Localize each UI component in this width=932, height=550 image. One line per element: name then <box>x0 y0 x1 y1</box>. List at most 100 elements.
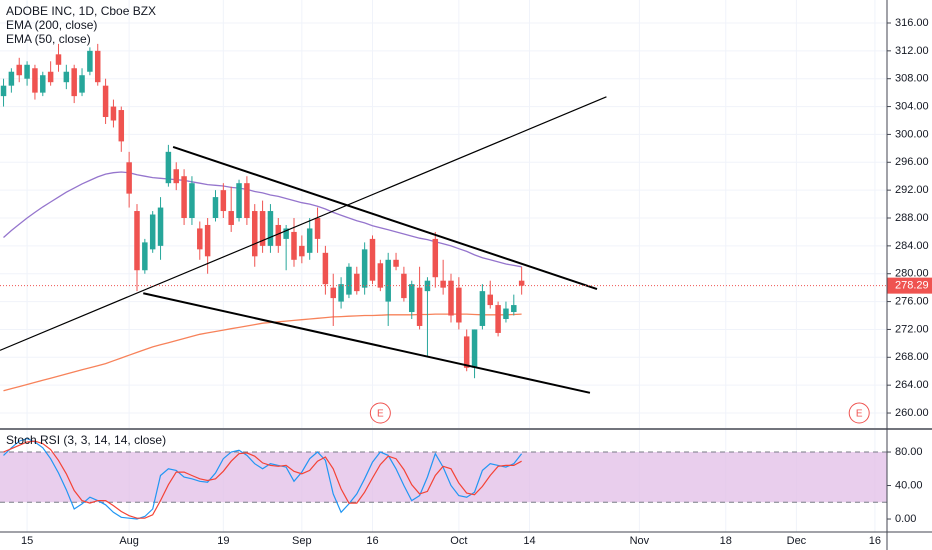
candle-body <box>424 280 431 292</box>
candle-body <box>63 71 70 83</box>
candle-body <box>432 238 439 278</box>
candle-body <box>40 75 46 93</box>
candle-body <box>503 308 509 319</box>
y-tick-label: 0.00 <box>895 513 916 525</box>
candle-body <box>283 228 289 239</box>
last-price-label: 278.29 <box>895 280 929 292</box>
candle-body <box>408 284 415 313</box>
x-tick-label: 19 <box>217 535 229 547</box>
stoch-band <box>0 452 887 503</box>
y-tick-label: 284.00 <box>895 240 929 252</box>
candle-body <box>71 68 77 97</box>
x-tick-label: Dec <box>787 535 807 547</box>
candle-body <box>24 64 30 79</box>
y-tick-label: 280.00 <box>895 268 929 280</box>
candle-body <box>518 280 525 286</box>
y-tick-label: 264.00 <box>895 379 929 391</box>
candle-body <box>149 214 156 250</box>
candle-body <box>55 54 62 65</box>
x-tick-label: Aug <box>119 535 139 547</box>
y-tick-label: 300.00 <box>895 128 929 140</box>
stoch-title: Stoch RSI (3, 3, 14, 14, close) <box>6 433 166 447</box>
candle-body <box>511 305 517 313</box>
candle-body <box>87 50 93 72</box>
candle-body <box>251 211 258 257</box>
candle-body <box>110 106 117 121</box>
candle-body <box>322 252 329 285</box>
event-label: E <box>856 409 863 420</box>
candle-body <box>94 50 101 83</box>
y-tick-label: 272.00 <box>895 323 929 335</box>
trendline <box>143 292 591 394</box>
x-tick-label: Sep <box>292 535 312 547</box>
candle-body <box>354 273 360 292</box>
candle-body <box>416 287 423 326</box>
candle-body <box>448 280 454 316</box>
candle-body <box>181 176 187 219</box>
axes: 15 Aug 19 Sep 16 Oct 14 Nov 18 Dec 16 260.00 264.00 2… <box>21 17 932 547</box>
trendline <box>172 146 598 290</box>
y-tick-label: 80.00 <box>895 446 923 458</box>
candle-body <box>212 197 219 219</box>
candle-body <box>79 75 85 93</box>
y-tick-label: 308.00 <box>895 73 929 85</box>
y-tick-label: 316.00 <box>895 17 929 29</box>
x-tick-label: 16 <box>869 535 881 547</box>
candle-body <box>134 211 140 271</box>
candle-body <box>440 280 446 288</box>
candle-body <box>197 228 203 250</box>
candle-body <box>369 238 376 281</box>
candle-body <box>142 242 148 271</box>
candle-body <box>346 266 352 295</box>
stoch-line <box>3 437 523 520</box>
candle-body <box>306 228 313 253</box>
candle-body <box>456 287 462 323</box>
y-tick-label: 304.00 <box>895 100 929 112</box>
candle-body <box>126 162 132 194</box>
candle-body <box>118 110 125 142</box>
candle-body <box>291 231 297 260</box>
candle-body <box>275 224 282 246</box>
trendline <box>0 96 607 351</box>
stoch-panel <box>0 430 887 532</box>
candle-body <box>16 64 22 76</box>
candle-body <box>479 291 486 326</box>
stoch-line <box>3 440 522 519</box>
ema-line <box>3 313 522 392</box>
legend-ema200: EMA (200, close) <box>6 18 97 32</box>
y-tick-label: 40.00 <box>895 479 923 491</box>
candle-body <box>259 211 266 246</box>
candle-body <box>0 85 7 97</box>
legend-ema50: EMA (50, close) <box>6 32 91 46</box>
x-tick-label: 18 <box>720 535 732 547</box>
x-tick-label: 14 <box>523 535 535 547</box>
y-tick-label: 312.00 <box>895 45 929 57</box>
candle-body <box>377 263 384 288</box>
candle-body <box>385 259 391 302</box>
candle-body <box>471 329 478 368</box>
event-marker <box>369 402 391 424</box>
candle-body <box>401 273 407 299</box>
candle-body <box>8 71 15 86</box>
y-tick-label: 260.00 <box>895 407 929 419</box>
candle-body <box>165 151 172 184</box>
y-tick-label: 276.00 <box>895 295 929 307</box>
candle-body <box>220 190 227 212</box>
candle-body <box>204 224 211 257</box>
candle-body <box>487 294 493 306</box>
candle-body <box>495 305 501 333</box>
y-tick-label: 288.00 <box>895 212 929 224</box>
y-tick-label: 292.00 <box>895 184 929 196</box>
candle-body <box>157 207 164 246</box>
candle-body <box>32 68 38 93</box>
candle-body <box>299 245 305 257</box>
x-tick-label: Oct <box>450 535 467 547</box>
candle-body <box>228 211 234 225</box>
y-tick-label: 296.00 <box>895 156 929 168</box>
x-tick-label: Nov <box>630 535 650 547</box>
y-tick-label: 268.00 <box>895 351 929 363</box>
candle-body <box>102 85 109 118</box>
candle-body <box>236 183 242 219</box>
